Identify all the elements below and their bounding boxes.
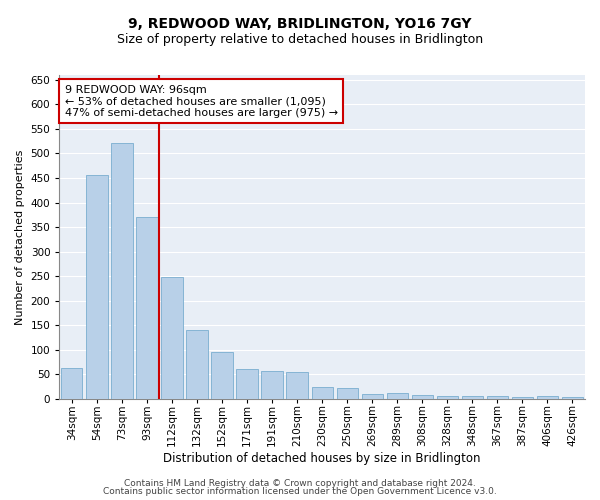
Bar (187, 330, 208, 399)
Y-axis label: Number of detached properties: Number of detached properties (15, 149, 25, 324)
Bar (386, 393, 408, 399)
Text: 9, REDWOOD WAY, BRIDLINGTON, YO16 7GY: 9, REDWOOD WAY, BRIDLINGTON, YO16 7GY (128, 18, 472, 32)
Bar (136, 218, 158, 399)
Bar (311, 386, 333, 399)
Bar (262, 371, 283, 399)
Text: Contains HM Land Registry data © Crown copyright and database right 2024.: Contains HM Land Registry data © Crown c… (124, 478, 476, 488)
Bar (487, 396, 508, 399)
Text: 9 REDWOOD WAY: 96sqm
← 53% of detached houses are smaller (1,095)
47% of semi-de: 9 REDWOOD WAY: 96sqm ← 53% of detached h… (65, 84, 338, 118)
X-axis label: Distribution of detached houses by size in Bridlington: Distribution of detached houses by size … (163, 452, 481, 465)
Bar (236, 370, 258, 399)
Bar (161, 277, 182, 399)
Bar (86, 174, 107, 399)
Bar (337, 388, 358, 399)
Bar (512, 397, 533, 399)
Bar (437, 396, 458, 399)
Bar (537, 396, 558, 399)
Bar (562, 397, 583, 399)
Bar (61, 368, 82, 399)
Bar (286, 372, 308, 399)
Bar (111, 142, 133, 399)
Bar (362, 394, 383, 399)
Bar (412, 396, 433, 399)
Text: Contains public sector information licensed under the Open Government Licence v3: Contains public sector information licen… (103, 487, 497, 496)
Bar (462, 396, 483, 399)
Text: Size of property relative to detached houses in Bridlington: Size of property relative to detached ho… (117, 32, 483, 46)
Bar (211, 352, 233, 399)
